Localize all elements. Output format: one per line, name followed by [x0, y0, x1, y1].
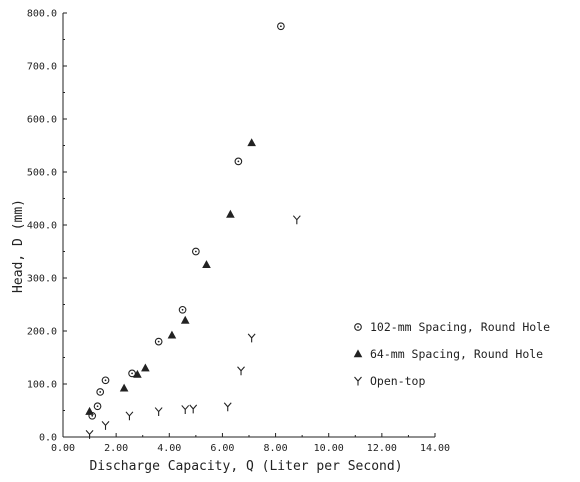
legend: 102-mm Spacing, Round Hole 64-mm Spacing,… — [353, 320, 550, 388]
y-tick-label: 100.0 — [27, 380, 57, 391]
circle-point — [154, 337, 163, 346]
x-axis: 0.00 2.00 4.00 6.00 8.00 10.00 12.00 14.00 — [51, 433, 450, 454]
y-tick-label: 600.0 — [27, 115, 57, 126]
y-axis: 0.0 100.0 200.0 300.0 400.0 500.0 600.0 700.0 80… — [27, 9, 67, 444]
circle-point — [101, 376, 110, 385]
x-tick-label: 4.00 — [157, 443, 181, 454]
circle-point — [96, 388, 105, 396]
open-top-point — [189, 404, 198, 414]
x-tick-label: 6.00 — [210, 443, 234, 454]
open-top-point — [154, 407, 163, 417]
x-tick-label: 0.00 — [51, 443, 75, 454]
open-top-point — [85, 429, 94, 439]
triangle-point — [141, 363, 150, 372]
triangle-point — [180, 315, 190, 324]
open-top-point — [125, 411, 134, 421]
y-tick-label: 0.0 — [39, 433, 57, 444]
triangle-point — [167, 330, 177, 339]
legend-label: Open-top — [370, 374, 425, 388]
y-tick-label: 800.0 — [27, 9, 57, 20]
open-top-point — [292, 215, 301, 225]
legend-label: 64-mm Spacing, Round Hole — [370, 347, 543, 361]
circle-point — [277, 22, 285, 31]
open-top-point — [223, 402, 232, 412]
legend-marker-open-top-point — [354, 376, 362, 386]
triangle-point — [226, 209, 235, 218]
triangle-point — [85, 406, 94, 415]
x-tick-label: 14.00 — [420, 443, 450, 454]
open-top-point — [181, 405, 190, 414]
data-points — [85, 22, 301, 439]
triangle-point — [119, 383, 129, 392]
circle-point — [128, 369, 136, 378]
triangle-point — [133, 369, 142, 378]
circle-point — [192, 247, 200, 256]
x-tick-label: 8.00 — [264, 443, 288, 454]
legend-marker-triangle-point — [353, 349, 363, 358]
y-tick-label: 400.0 — [27, 221, 57, 232]
y-axis-title: Head, D (mm) — [11, 199, 26, 293]
circle-point — [93, 402, 102, 411]
open-top-point — [101, 420, 110, 430]
circle-point — [178, 305, 187, 314]
open-top-point — [247, 333, 256, 343]
x-tick-label: 12.00 — [367, 443, 397, 454]
y-tick-label: 200.0 — [27, 327, 57, 338]
triangle-point — [202, 260, 211, 269]
circle-point — [234, 157, 243, 166]
triangle-point — [247, 138, 256, 147]
open-top-point — [237, 366, 245, 376]
y-tick-label: 500.0 — [27, 168, 57, 179]
y-tick-label: 300.0 — [27, 274, 57, 285]
legend-label: 102-mm Spacing, Round Hole — [370, 320, 550, 334]
x-tick-label: 2.00 — [104, 443, 128, 454]
y-tick-label: 700.0 — [27, 62, 57, 73]
legend-marker-circle-point — [354, 323, 362, 331]
x-tick-label: 10.00 — [314, 443, 344, 454]
x-axis-title: Discharge Capacity, Q (Liter per Second) — [89, 459, 402, 474]
